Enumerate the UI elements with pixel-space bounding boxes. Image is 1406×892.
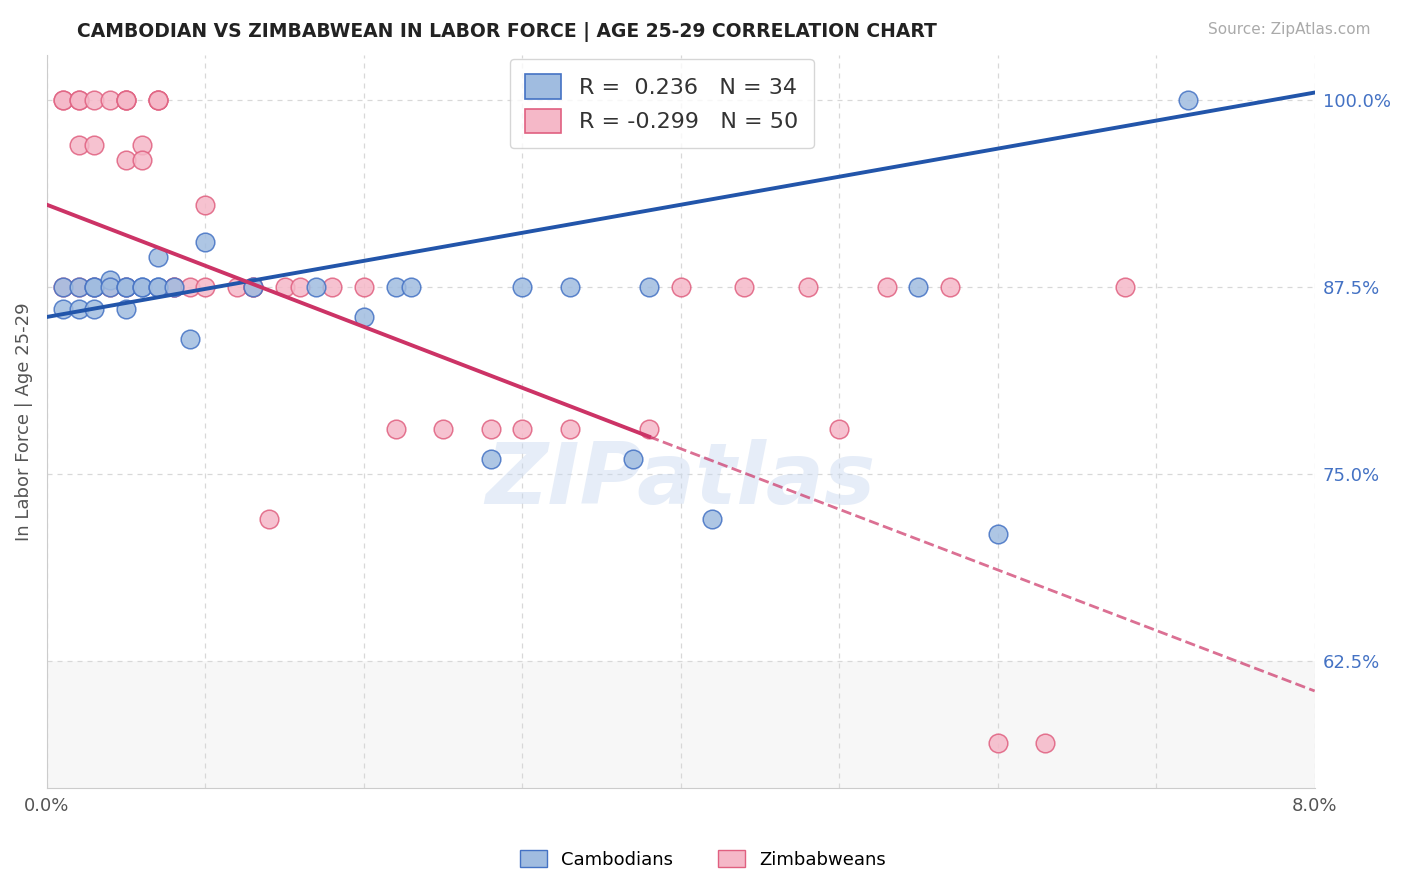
Point bbox=[401, 280, 423, 294]
Point bbox=[52, 93, 75, 107]
Point bbox=[67, 93, 90, 107]
Legend: R =  0.236   N = 34, R = -0.299   N = 50: R = 0.236 N = 34, R = -0.299 N = 50 bbox=[510, 59, 814, 148]
Point bbox=[115, 93, 138, 107]
Point bbox=[510, 280, 533, 294]
Point bbox=[479, 452, 502, 467]
Point bbox=[273, 280, 295, 294]
Point bbox=[796, 280, 818, 294]
Point bbox=[115, 302, 138, 317]
Text: Source: ZipAtlas.com: Source: ZipAtlas.com bbox=[1208, 22, 1371, 37]
Point bbox=[702, 512, 724, 526]
Point bbox=[115, 280, 138, 294]
Point bbox=[558, 422, 581, 436]
Text: CAMBODIAN VS ZIMBABWEAN IN LABOR FORCE | AGE 25-29 CORRELATION CHART: CAMBODIAN VS ZIMBABWEAN IN LABOR FORCE |… bbox=[77, 22, 938, 42]
Point bbox=[432, 422, 454, 436]
Point bbox=[1177, 93, 1199, 107]
Point bbox=[194, 280, 217, 294]
Point bbox=[257, 512, 280, 526]
Point bbox=[52, 93, 75, 107]
Point bbox=[828, 422, 851, 436]
Point bbox=[67, 93, 90, 107]
Point bbox=[98, 93, 121, 107]
Point bbox=[98, 280, 121, 294]
Point bbox=[939, 280, 962, 294]
Point bbox=[131, 137, 153, 152]
Point bbox=[146, 93, 169, 107]
Bar bbox=[46, 661, 1315, 789]
Point bbox=[83, 137, 105, 152]
Point bbox=[353, 280, 375, 294]
Point bbox=[131, 280, 153, 294]
Point bbox=[179, 332, 201, 346]
Point bbox=[321, 280, 343, 294]
Point bbox=[163, 280, 186, 294]
Point bbox=[194, 235, 217, 249]
Point bbox=[67, 280, 90, 294]
Point bbox=[384, 422, 406, 436]
Point bbox=[83, 302, 105, 317]
Point bbox=[733, 280, 755, 294]
Point bbox=[1114, 280, 1136, 294]
Point bbox=[131, 153, 153, 167]
Point bbox=[384, 280, 406, 294]
Point bbox=[115, 93, 138, 107]
Point bbox=[1033, 736, 1056, 750]
Point bbox=[510, 422, 533, 436]
Point bbox=[52, 280, 75, 294]
Point bbox=[83, 280, 105, 294]
Point bbox=[987, 736, 1010, 750]
Point bbox=[146, 93, 169, 107]
Point bbox=[115, 280, 138, 294]
Point bbox=[638, 422, 661, 436]
Point bbox=[115, 153, 138, 167]
Point bbox=[98, 272, 121, 286]
Point bbox=[987, 527, 1010, 541]
Text: ZIPatlas: ZIPatlas bbox=[485, 439, 876, 522]
Point bbox=[353, 310, 375, 324]
Point bbox=[163, 280, 186, 294]
Point bbox=[876, 280, 898, 294]
Point bbox=[226, 280, 249, 294]
Point bbox=[242, 280, 264, 294]
Point bbox=[115, 93, 138, 107]
Point bbox=[98, 280, 121, 294]
Point bbox=[146, 280, 169, 294]
Point bbox=[194, 198, 217, 212]
Point bbox=[479, 422, 502, 436]
Point bbox=[242, 280, 264, 294]
Point bbox=[163, 280, 186, 294]
Point bbox=[146, 280, 169, 294]
Point bbox=[305, 280, 328, 294]
Point bbox=[179, 280, 201, 294]
Point bbox=[290, 280, 312, 294]
Point bbox=[67, 137, 90, 152]
Point bbox=[669, 280, 692, 294]
Point bbox=[146, 93, 169, 107]
Point bbox=[638, 280, 661, 294]
Point bbox=[67, 280, 90, 294]
Point bbox=[558, 280, 581, 294]
Point bbox=[67, 302, 90, 317]
Point bbox=[83, 280, 105, 294]
Point bbox=[146, 250, 169, 264]
Point bbox=[907, 280, 929, 294]
Point bbox=[83, 280, 105, 294]
Point bbox=[242, 280, 264, 294]
Legend: Cambodians, Zimbabweans: Cambodians, Zimbabweans bbox=[512, 843, 894, 876]
Point bbox=[115, 280, 138, 294]
Point bbox=[52, 302, 75, 317]
Point bbox=[621, 452, 644, 467]
Point bbox=[83, 93, 105, 107]
Point bbox=[52, 280, 75, 294]
Y-axis label: In Labor Force | Age 25-29: In Labor Force | Age 25-29 bbox=[15, 302, 32, 541]
Point bbox=[131, 280, 153, 294]
